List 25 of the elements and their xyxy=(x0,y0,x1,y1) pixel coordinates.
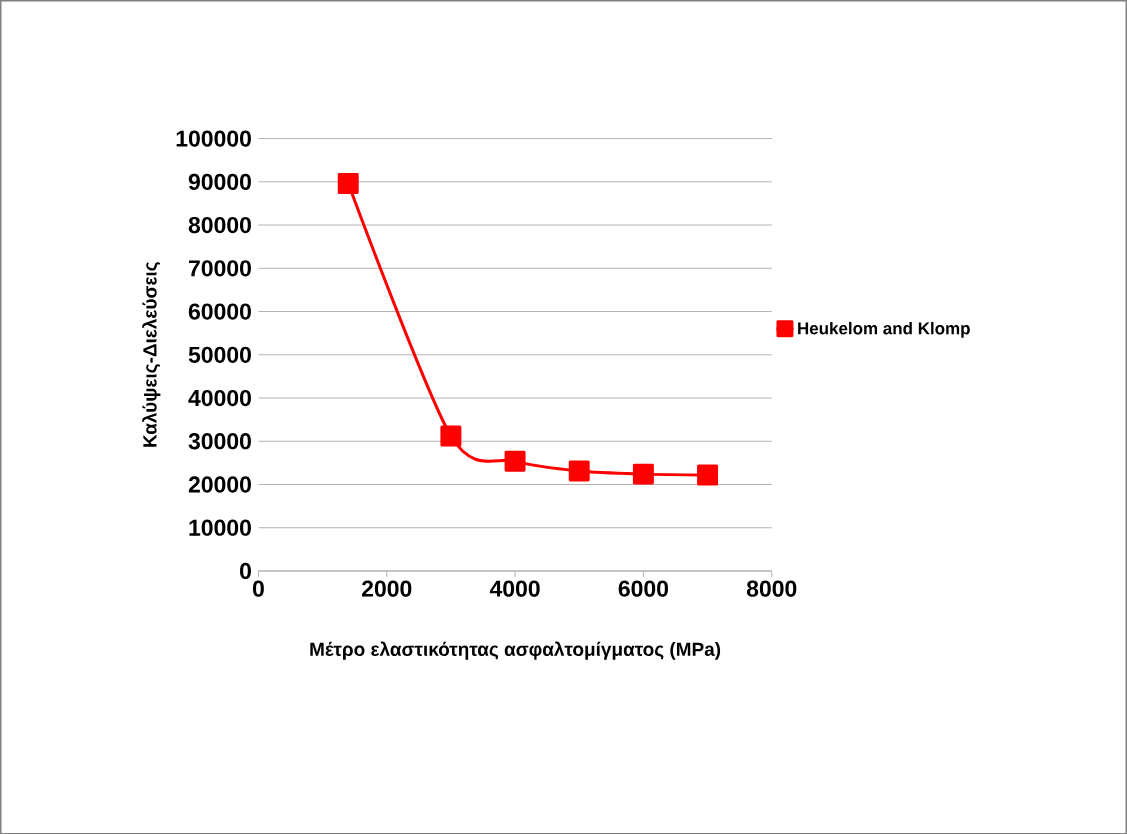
y-tick-label: 60000 xyxy=(188,303,251,320)
point xyxy=(568,460,590,482)
y-tick-label: 70000 xyxy=(189,259,251,277)
x-tick-label: 8000 xyxy=(746,580,797,597)
y-tick-label: 20000 xyxy=(188,476,251,493)
point xyxy=(337,172,359,194)
y-tick-label: 50000 xyxy=(188,346,251,363)
y-tick-label: 10000 xyxy=(189,519,251,536)
x-tick-label: 0 xyxy=(252,580,264,597)
point xyxy=(504,450,526,472)
y-tick-label: 80000 xyxy=(188,216,251,233)
point xyxy=(697,464,719,486)
point xyxy=(440,425,462,447)
x-tick-label: 2000 xyxy=(361,580,412,597)
x-tick-label: 4000 xyxy=(489,580,540,597)
y-tick-label: 90000 xyxy=(188,173,251,190)
y-axis-title: Καλύψεις-Διελεύσεις xyxy=(142,261,161,447)
y-tick-label: 40000 xyxy=(188,389,251,406)
x-axis-title: Μέτρο ελαστικότητας ασφαλτομίγματος (MPa) xyxy=(310,641,721,660)
point xyxy=(632,463,654,485)
legend-label: Heukelom and Klomp xyxy=(798,321,970,338)
x-tick-label: 6000 xyxy=(618,580,668,597)
y-tick-label: 100000 xyxy=(176,130,251,147)
y-tick-label: 30000 xyxy=(188,432,251,450)
y-tick-label: 0 xyxy=(240,562,251,579)
